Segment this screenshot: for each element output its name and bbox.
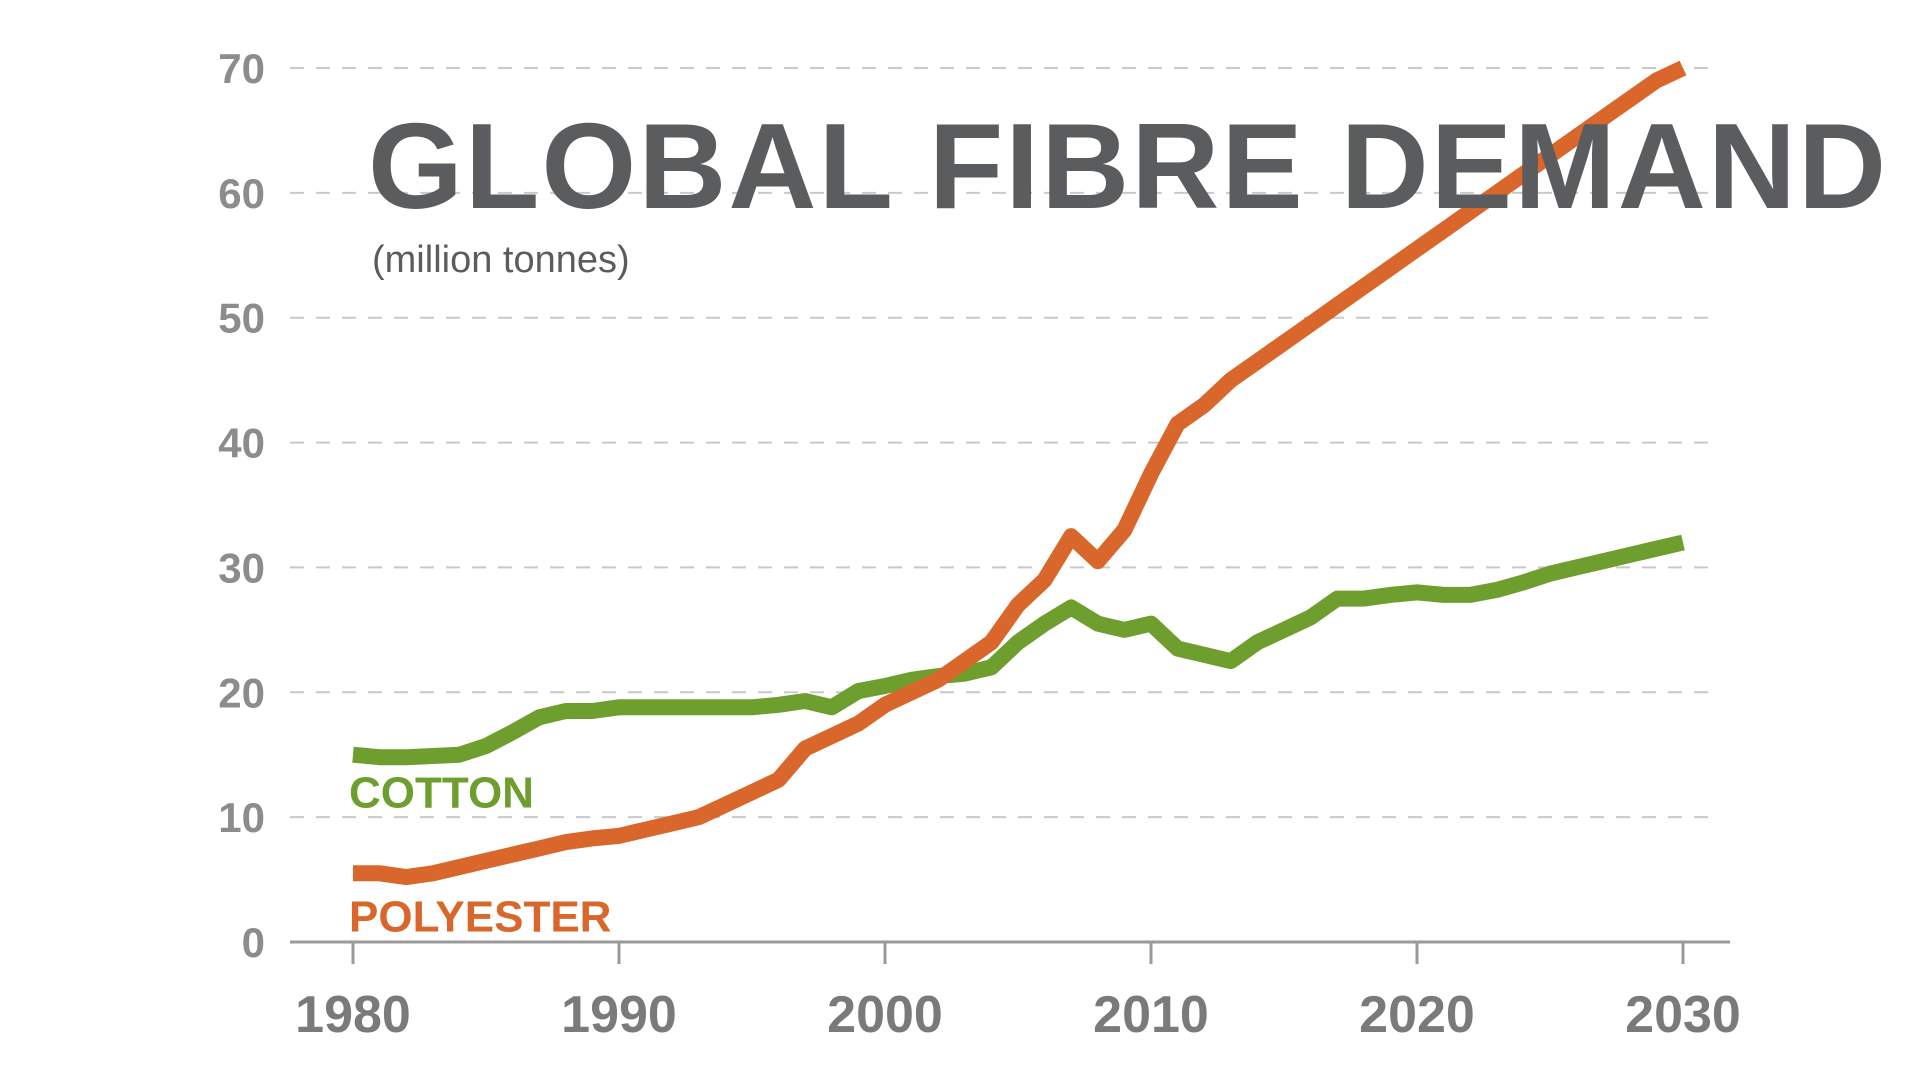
y-tick-label-0: 0 — [242, 919, 265, 966]
x-tick-label-2020: 2020 — [1359, 986, 1475, 1044]
series-line-polyester — [353, 60, 1687, 886]
series-label-cotton: COTTON — [349, 769, 534, 818]
y-tick-label-40: 40 — [218, 420, 265, 467]
y-tick-label-50: 50 — [218, 295, 265, 342]
series-lines — [352, 60, 1687, 886]
y-tick-label-10: 10 — [218, 794, 265, 841]
chart-title: GLOBAL FIBRE DEMAND — [368, 98, 1888, 234]
x-tick-label-2010: 2010 — [1093, 986, 1209, 1044]
x-tick-label-2000: 2000 — [827, 986, 943, 1044]
y-tick-label-20: 20 — [218, 669, 265, 716]
y-tick-label-60: 60 — [218, 170, 265, 217]
y-axis: 0 10 20 30 40 50 60 70 — [218, 45, 265, 966]
y-tick-label-30: 30 — [218, 544, 265, 591]
series-line-cotton — [352, 534, 1685, 766]
series-labels: COTTON POLYESTER — [349, 769, 611, 942]
chart-subtitle: (million tonnes) — [372, 239, 630, 281]
x-axis: 1980 1990 2000 2010 2020 2030 — [290, 940, 1741, 1044]
x-tick-label-1980: 1980 — [295, 986, 411, 1044]
y-tick-label-70: 70 — [218, 45, 265, 92]
series-label-polyester: POLYESTER — [349, 892, 611, 941]
grid-lines — [290, 67, 1712, 819]
x-tick-label-1990: 1990 — [561, 986, 677, 1044]
x-tick-label-2030: 2030 — [1625, 986, 1741, 1044]
